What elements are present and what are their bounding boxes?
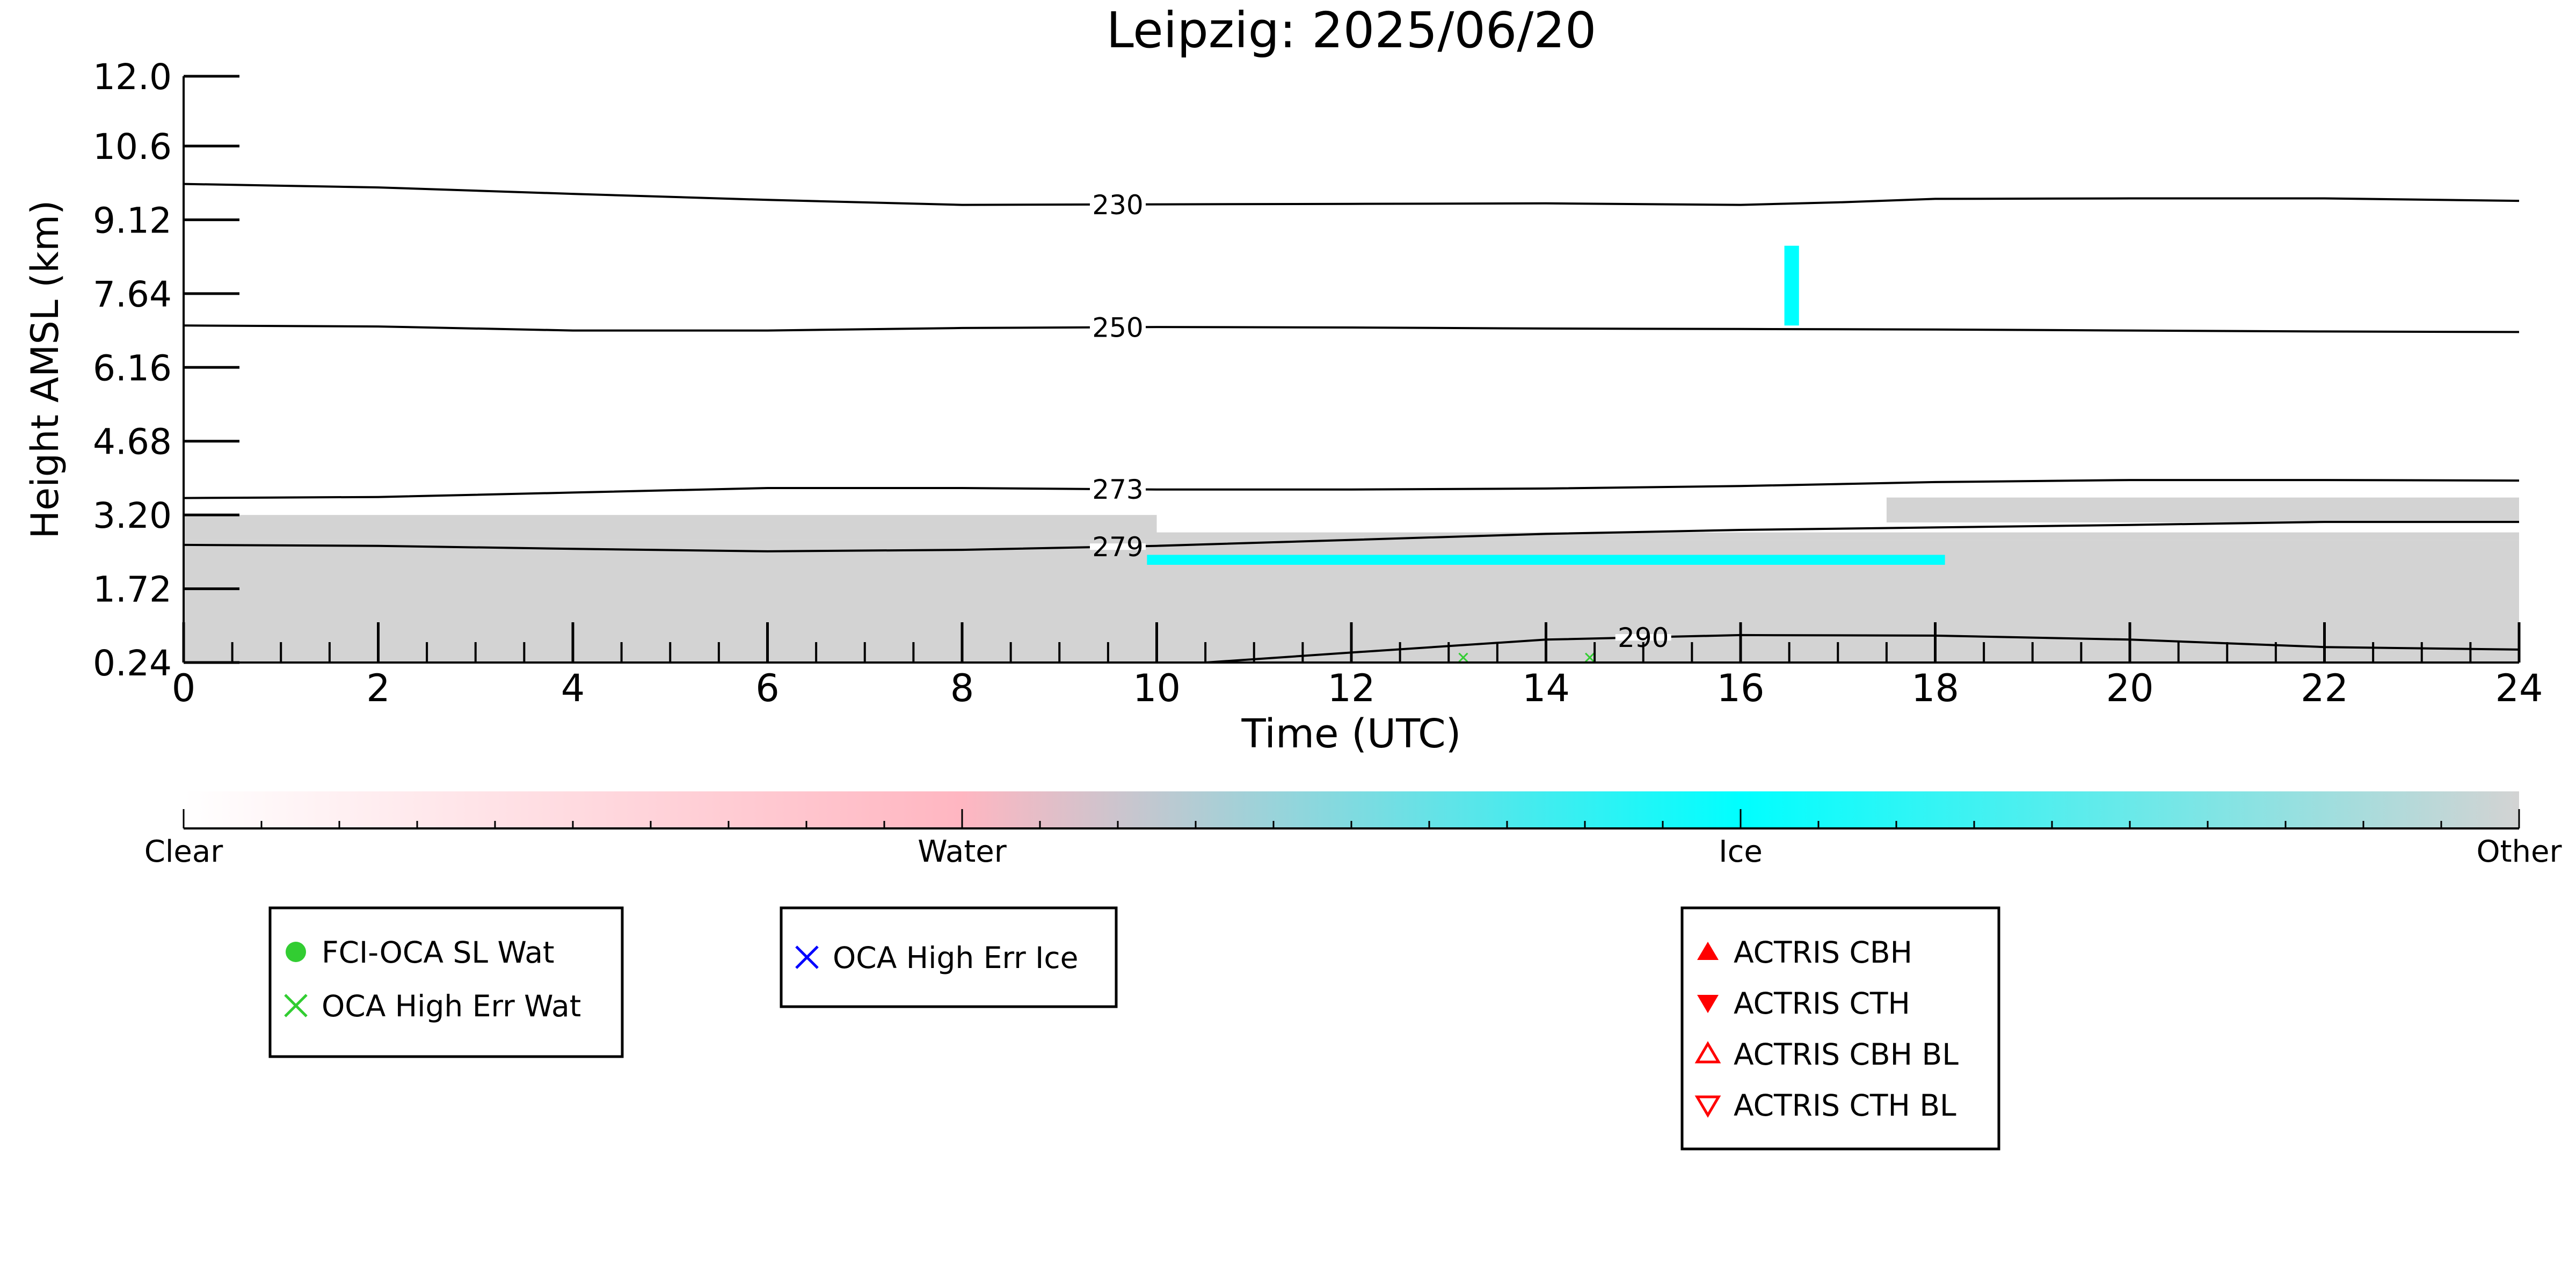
- x-tick-label-12: 12: [1327, 666, 1375, 710]
- legends: FCI-OCA SL Wat OCA High Err Wat OCA High E…: [268, 906, 2000, 1151]
- x-axis-label: Time (UTC): [1241, 711, 1461, 757]
- legend-label: ACTRIS CTH BL: [1734, 1088, 1956, 1123]
- classification-field-ice: [1147, 555, 1945, 565]
- colorbar-label-water: Water: [918, 834, 1007, 869]
- colorbar: Clear Water Ice Other: [144, 791, 2562, 869]
- x-tick-label-6: 6: [755, 666, 780, 710]
- legend-frame: [1680, 906, 2000, 1151]
- chart-title: Leipzig: 2025/06/20: [1107, 2, 1597, 59]
- legend-box-3: ACTRIS CBH ACTRIS CTH ACTRIS CBH BL ACTRIS …: [1680, 906, 2000, 1151]
- legend-label: OCA High Err Wat: [322, 989, 581, 1023]
- classification-field-other: [184, 515, 1157, 540]
- contour-line-290: [1205, 634, 2520, 664]
- contour-label-273: 273: [1092, 474, 1143, 505]
- x-tick-label-16: 16: [1716, 666, 1764, 710]
- classification-field-ice: [1784, 245, 1799, 326]
- legend-label: OCA High Err Ice: [833, 941, 1078, 975]
- y-tick-label-6.16: 6.16: [93, 347, 172, 389]
- legend-box-1: FCI-OCA SL Wat OCA High Err Wat: [268, 906, 624, 1058]
- point-marker: [1585, 652, 1595, 663]
- x-tick-label-10: 10: [1133, 666, 1181, 710]
- contour-label-gap: [1090, 201, 1146, 208]
- legend-box-2: OCA High Err Ice: [780, 906, 1118, 1008]
- y-tick-label-9.12: 9.12: [93, 200, 172, 241]
- legend-label: ACTRIS CBH BL: [1734, 1037, 1959, 1072]
- legend-marker-open-triangle-down: [1694, 1095, 1721, 1118]
- y-tick-label-3.20: 3.20: [93, 495, 172, 536]
- classification-field-other: [1156, 532, 2519, 540]
- point-markers: [1458, 652, 1595, 663]
- y-axis-label: Height AMSL (km): [23, 200, 67, 539]
- y-tick-label-10.6: 10.6: [93, 126, 172, 168]
- legend-frame: [268, 906, 624, 1058]
- legend-marker-x: [284, 994, 308, 1017]
- contour-label-gap: [1090, 543, 1146, 550]
- plot-area: [184, 245, 2519, 663]
- contour-label-gap: [1090, 324, 1146, 331]
- contour-label-gap: [1615, 634, 1671, 641]
- point-marker: [1458, 652, 1468, 663]
- classification-field-other: [1886, 497, 2519, 523]
- x-tick-label-0: 0: [172, 666, 196, 710]
- contour-line-250: [183, 324, 2520, 333]
- x-tick-label-4: 4: [561, 666, 585, 710]
- contour-label-230: 230: [1092, 190, 1143, 221]
- y-tick-label-4.68: 4.68: [93, 421, 172, 463]
- y-tick-label-1.72: 1.72: [93, 569, 172, 610]
- x-tick-label-24: 24: [2495, 666, 2543, 710]
- legend-marker-x: [795, 945, 819, 969]
- y-tick-label-7.64: 7.64: [93, 274, 172, 315]
- y-tick-label-0.24: 0.24: [93, 643, 172, 684]
- legend-label: FCI-OCA SL Wat: [322, 935, 555, 970]
- contour-line-273: [183, 479, 2520, 499]
- y-tick-label-12.0: 12.0: [93, 56, 172, 98]
- x-tick-label-8: 8: [950, 666, 974, 710]
- x-tick-label-14: 14: [1522, 666, 1570, 710]
- contour-label-279: 279: [1092, 532, 1143, 563]
- legend-marker-open-triangle-up: [1694, 1041, 1721, 1064]
- legend-marker-filled-circle: [286, 942, 306, 962]
- legend-marker-filled-triangle-down: [1697, 995, 1719, 1013]
- contour-line-279: [183, 521, 2519, 552]
- legend-frame: [780, 906, 1118, 1008]
- x-tick-label-20: 20: [2106, 666, 2153, 710]
- contour-label-gap: [1090, 486, 1146, 493]
- colorbar-label-ice: Ice: [1719, 834, 1763, 869]
- legend-marker-filled-triangle-up: [1697, 942, 1719, 960]
- legend-label: ACTRIS CBH: [1734, 935, 1912, 970]
- colorbar-label-clear: Clear: [144, 834, 223, 869]
- x-tick-label-2: 2: [366, 666, 390, 710]
- contour-label-250: 250: [1092, 312, 1143, 343]
- legend-label: ACTRIS CTH: [1734, 986, 1910, 1021]
- x-tick-label-18: 18: [1911, 666, 1959, 710]
- contour-line-230: [183, 183, 2520, 206]
- colorbar-label-other: Other: [2476, 834, 2562, 869]
- x-tick-label-22: 22: [2301, 666, 2348, 710]
